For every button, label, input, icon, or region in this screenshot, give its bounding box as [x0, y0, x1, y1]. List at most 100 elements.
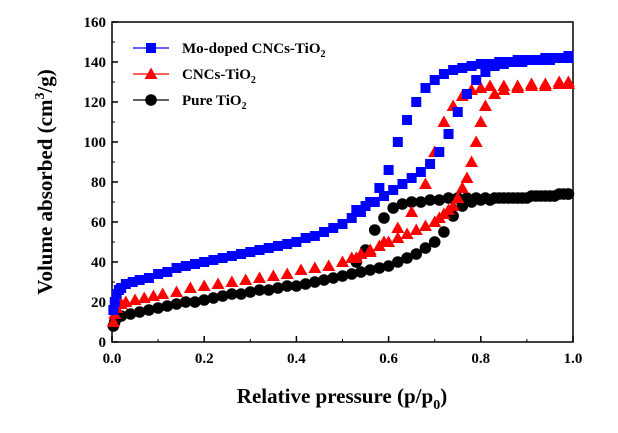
x-tick-label: 0.2 [195, 351, 214, 367]
data-point [282, 239, 293, 249]
data-point [143, 304, 155, 316]
x-tick-label: 0.6 [379, 351, 398, 367]
data-point [488, 192, 501, 204]
legend-label: Pure TiO2 [182, 93, 247, 112]
data-point [535, 55, 546, 65]
data-point [156, 287, 170, 299]
data-point [327, 272, 340, 284]
data-point [208, 255, 219, 265]
y-tick-label: 20 [91, 295, 106, 311]
y-tick-label: 80 [91, 175, 106, 191]
data-point [309, 231, 320, 241]
data-point [211, 277, 225, 289]
data-point [544, 55, 555, 65]
data-point [525, 79, 539, 91]
data-point [281, 280, 293, 292]
legend-marker [146, 43, 156, 53]
data-point [373, 262, 386, 274]
axis-ticks: 0.0 0.2 0.4 0.6 0.8 1.0 0 20 40 60 80 100 120 140 160 [84, 15, 583, 367]
x-tick-label: 1.0 [564, 351, 583, 367]
data-point [143, 273, 154, 283]
data-point [162, 267, 173, 277]
legend-label: CNCs-TiO2 [182, 67, 256, 86]
data-point [207, 292, 220, 304]
data-point [291, 237, 302, 247]
data-point [299, 278, 312, 290]
data-point [507, 192, 519, 204]
data-point [351, 205, 362, 215]
data-point [346, 213, 357, 223]
data-point [561, 77, 575, 89]
data-point [424, 194, 436, 206]
data-point [438, 226, 450, 238]
data-point [328, 223, 339, 233]
data-point [146, 289, 160, 301]
data-point [480, 67, 491, 77]
data-point [392, 256, 404, 268]
data-point [452, 107, 463, 117]
data-point [438, 69, 449, 79]
data-point [364, 264, 376, 276]
data-point [538, 79, 552, 91]
data-point [433, 194, 446, 206]
data-point [405, 205, 419, 217]
data-point [387, 202, 400, 214]
data-point [355, 266, 367, 278]
data-point [483, 79, 497, 91]
data-point [226, 288, 238, 300]
data-point [388, 185, 399, 195]
data-point [319, 227, 330, 237]
y-tick-label: 0 [99, 335, 107, 351]
data-point [337, 219, 348, 229]
data-point [396, 198, 409, 210]
data-point [280, 267, 294, 279]
data-point [217, 253, 228, 263]
data-point [554, 53, 565, 63]
y-tick-label: 40 [91, 255, 106, 271]
data-point [253, 284, 266, 296]
data-point [109, 297, 120, 307]
data-point [189, 259, 200, 269]
data-point [508, 57, 519, 67]
data-point [294, 263, 308, 275]
data-point [170, 298, 183, 310]
data-point [235, 288, 247, 300]
data-point [236, 249, 247, 259]
data-point [161, 300, 174, 312]
y-tick-label: 120 [84, 95, 107, 111]
data-point [461, 192, 473, 204]
y-tick-label: 140 [84, 55, 107, 71]
data-point [290, 280, 303, 292]
data-point [266, 269, 280, 281]
x-axis-title-subscript: 0 [433, 398, 440, 413]
series-layer [106, 51, 575, 332]
data-point [363, 243, 377, 255]
data-point [428, 215, 442, 227]
x-tick-label: 0.4 [287, 351, 306, 367]
data-point [478, 99, 492, 111]
data-point [345, 251, 359, 263]
data-point [425, 159, 436, 169]
data-point [434, 147, 445, 157]
data-point [179, 296, 192, 308]
data-point [460, 171, 474, 183]
data-point [488, 87, 502, 99]
data-point [272, 241, 283, 251]
data-point [420, 83, 431, 93]
data-point [124, 308, 137, 320]
data-point [180, 261, 191, 271]
data-point [244, 286, 257, 298]
data-point [106, 315, 120, 327]
data-point [498, 59, 509, 69]
data-point [127, 277, 138, 287]
data-point [336, 255, 349, 267]
data-point [345, 268, 358, 280]
x-axis-title: Relative pressure (p/p0) [237, 384, 447, 413]
data-point [152, 302, 164, 314]
data-point [511, 81, 525, 93]
data-point [369, 197, 380, 207]
data-point [526, 55, 537, 65]
data-point [308, 261, 322, 273]
data-point [402, 115, 413, 125]
data-point [253, 271, 267, 283]
